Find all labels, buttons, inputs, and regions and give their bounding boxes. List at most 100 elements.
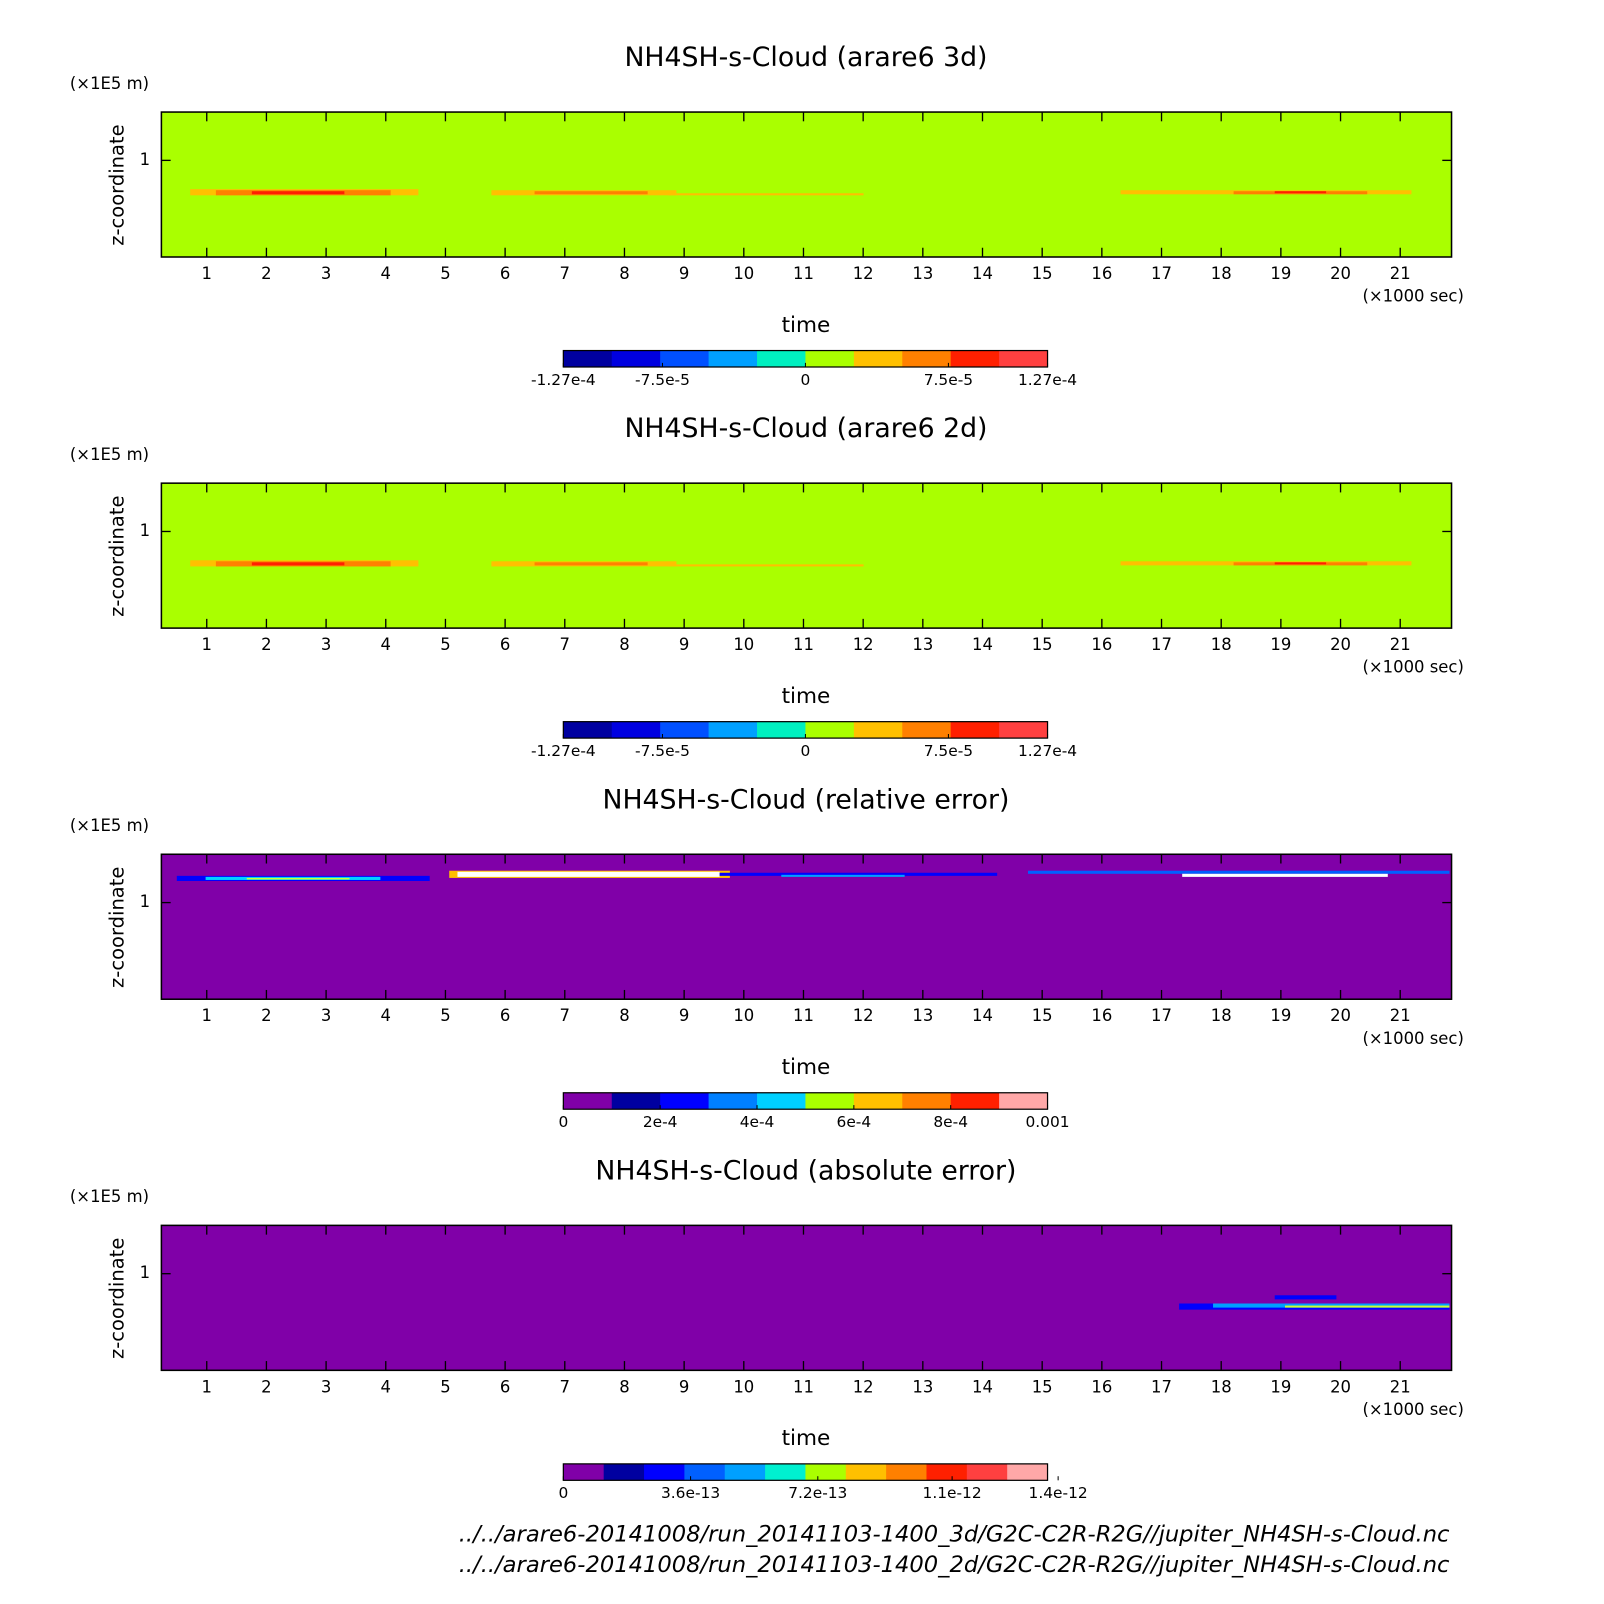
x-tick-label: 5 [440,1006,450,1025]
x-tick-label: 7 [560,1377,570,1396]
x-tick-label: 14 [972,264,993,283]
y-unit: (×1E5 m) [70,816,149,835]
x-tick-label: 4 [381,1377,391,1396]
x-tick-label: 20 [1330,635,1351,654]
x-tick-label: 15 [1032,1377,1053,1396]
colorbar-tick-label: 3.6e-13 [661,1484,720,1502]
colorbar-frame [562,1463,1049,1481]
colorbar-band [1007,1463,1049,1481]
panel: NH4SH-s-Cloud (relative error) (×1E5 m) z-… [70,784,1464,1131]
x-tick-label: 11 [793,264,814,283]
x-tick-label: 12 [853,1377,874,1396]
y-tick-label: 1 [140,1263,150,1282]
colorbar-band [999,350,1049,367]
colorbar-band [708,721,758,739]
y-unit: (×1E5 m) [70,1187,149,1206]
colorbar-band [805,721,855,739]
x-tick-label: 18 [1211,1006,1232,1025]
colorbar-band [926,1463,968,1481]
colorbar-band [902,350,952,367]
x-tick-label: 21 [1390,1006,1411,1025]
colorbar-band [757,350,806,367]
x-tick-label: 1 [202,264,212,283]
x-tick-label: 13 [912,635,933,654]
x-tick-label: 16 [1091,635,1112,654]
x-tick-label: 18 [1211,1377,1232,1396]
x-axis-label: time [782,1426,831,1451]
x-tick-label: 11 [793,1377,814,1396]
plot-frame [160,482,1453,629]
x-tick-label: 7 [560,264,570,283]
colorbar-tick-label: 7.2e-13 [788,1484,847,1502]
colorbar-band [805,350,855,367]
colorbar-band [805,1463,847,1481]
x-tick-label: 1 [202,1377,212,1396]
colorbar-tick-label: 1.27e-4 [1018,742,1077,760]
x-tick-label: 7 [560,1006,570,1025]
x-tick-label: 9 [679,1377,689,1396]
contour-feature [1274,562,1327,565]
contour-feature [1182,873,1388,877]
colorbar-band [660,1092,710,1110]
colorbar-tick-label: 7.5e-5 [924,742,973,760]
contour-feature [781,874,905,877]
y-axis-label: z-coordinate [106,867,129,988]
x-tick-label: 9 [679,264,689,283]
x-tick-label: 14 [972,1377,993,1396]
contour-feature [251,191,345,195]
colorbar-band [805,1092,855,1110]
x-tick-label: 15 [1032,1006,1053,1025]
contour-feature [1274,1295,1337,1300]
colorbar-tick-label: 6e-4 [837,1113,872,1131]
y-axis-label: z-coordinate [106,495,129,616]
colorbar-band [708,350,758,367]
x-tick-label: 17 [1151,264,1172,283]
x-tick-label: 20 [1330,1377,1351,1396]
contour-feature [534,191,648,195]
colorbar-band [757,721,806,739]
contour-feature [1285,1305,1450,1308]
x-axis-label: time [782,313,831,338]
x-tick-label: 15 [1032,635,1053,654]
x-unit: (×1000 sec) [1362,1400,1463,1419]
colorbar-band [660,721,710,739]
colorbar-tick-label: 0 [558,1113,568,1131]
x-tick-label: 13 [912,264,933,283]
x-tick-label: 5 [440,635,450,654]
chart-title: NH4SH-s-Cloud (relative error) [602,784,1009,815]
colorbar-tick-label: -7.5e-5 [635,742,690,760]
plot-frame [160,853,1453,1000]
colorbar-band [708,1092,758,1110]
contour-feature [1274,191,1327,194]
colorbar-band [853,350,903,367]
y-tick-label: 1 [140,521,150,540]
chart-title: NH4SH-s-Cloud (arare6 2d) [624,413,987,444]
colorbar-band [724,1463,766,1481]
x-tick-label: 6 [500,1377,510,1396]
colorbar-band [611,350,661,367]
x-tick-label: 10 [733,264,754,283]
field [161,483,1452,629]
colorbar-tick-label: 7.5e-5 [924,371,973,389]
x-tick-label: 8 [619,264,629,283]
colorbar-band [886,1463,927,1481]
colorbar-band [966,1463,1008,1481]
x-tick-label: 4 [381,264,391,283]
plot-frame [160,1224,1453,1372]
field [161,1225,1452,1371]
colorbar-band [563,350,613,367]
colorbar-band [563,1463,605,1481]
colorbar-band [644,1463,685,1481]
colorbar-band [999,1092,1049,1110]
contour-feature [668,564,864,567]
x-tick-label: 2 [261,1006,271,1025]
colorbar-tick-label: 0.001 [1025,1113,1069,1131]
x-tick-label: 8 [619,1006,629,1025]
y-unit: (×1E5 m) [70,445,149,464]
x-tick-label: 16 [1091,264,1112,283]
x-tick-label: 5 [440,264,450,283]
contour-feature [668,193,864,196]
x-tick-label: 9 [679,635,689,654]
file-path: ../../arare6-20141008/run_20141103-1400_… [459,1552,1450,1578]
colorbar-band [950,1092,1000,1110]
